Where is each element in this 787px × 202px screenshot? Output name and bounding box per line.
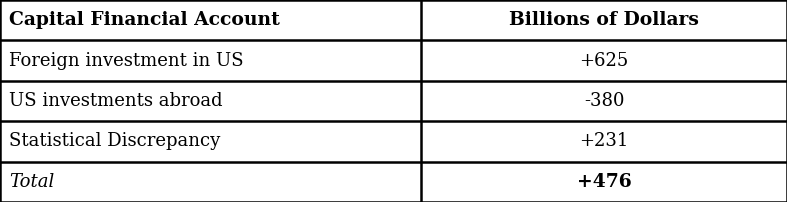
- Text: Foreign investment in US: Foreign investment in US: [9, 52, 244, 70]
- Text: -380: -380: [584, 92, 624, 110]
- Text: Capital Financial Account: Capital Financial Account: [9, 11, 280, 29]
- Text: Billions of Dollars: Billions of Dollars: [509, 11, 699, 29]
- Text: Total: Total: [9, 173, 54, 191]
- Text: +231: +231: [579, 132, 629, 150]
- Text: +625: +625: [579, 52, 629, 70]
- Text: Statistical Discrepancy: Statistical Discrepancy: [9, 132, 220, 150]
- Text: +476: +476: [577, 173, 631, 191]
- Text: US investments abroad: US investments abroad: [9, 92, 223, 110]
